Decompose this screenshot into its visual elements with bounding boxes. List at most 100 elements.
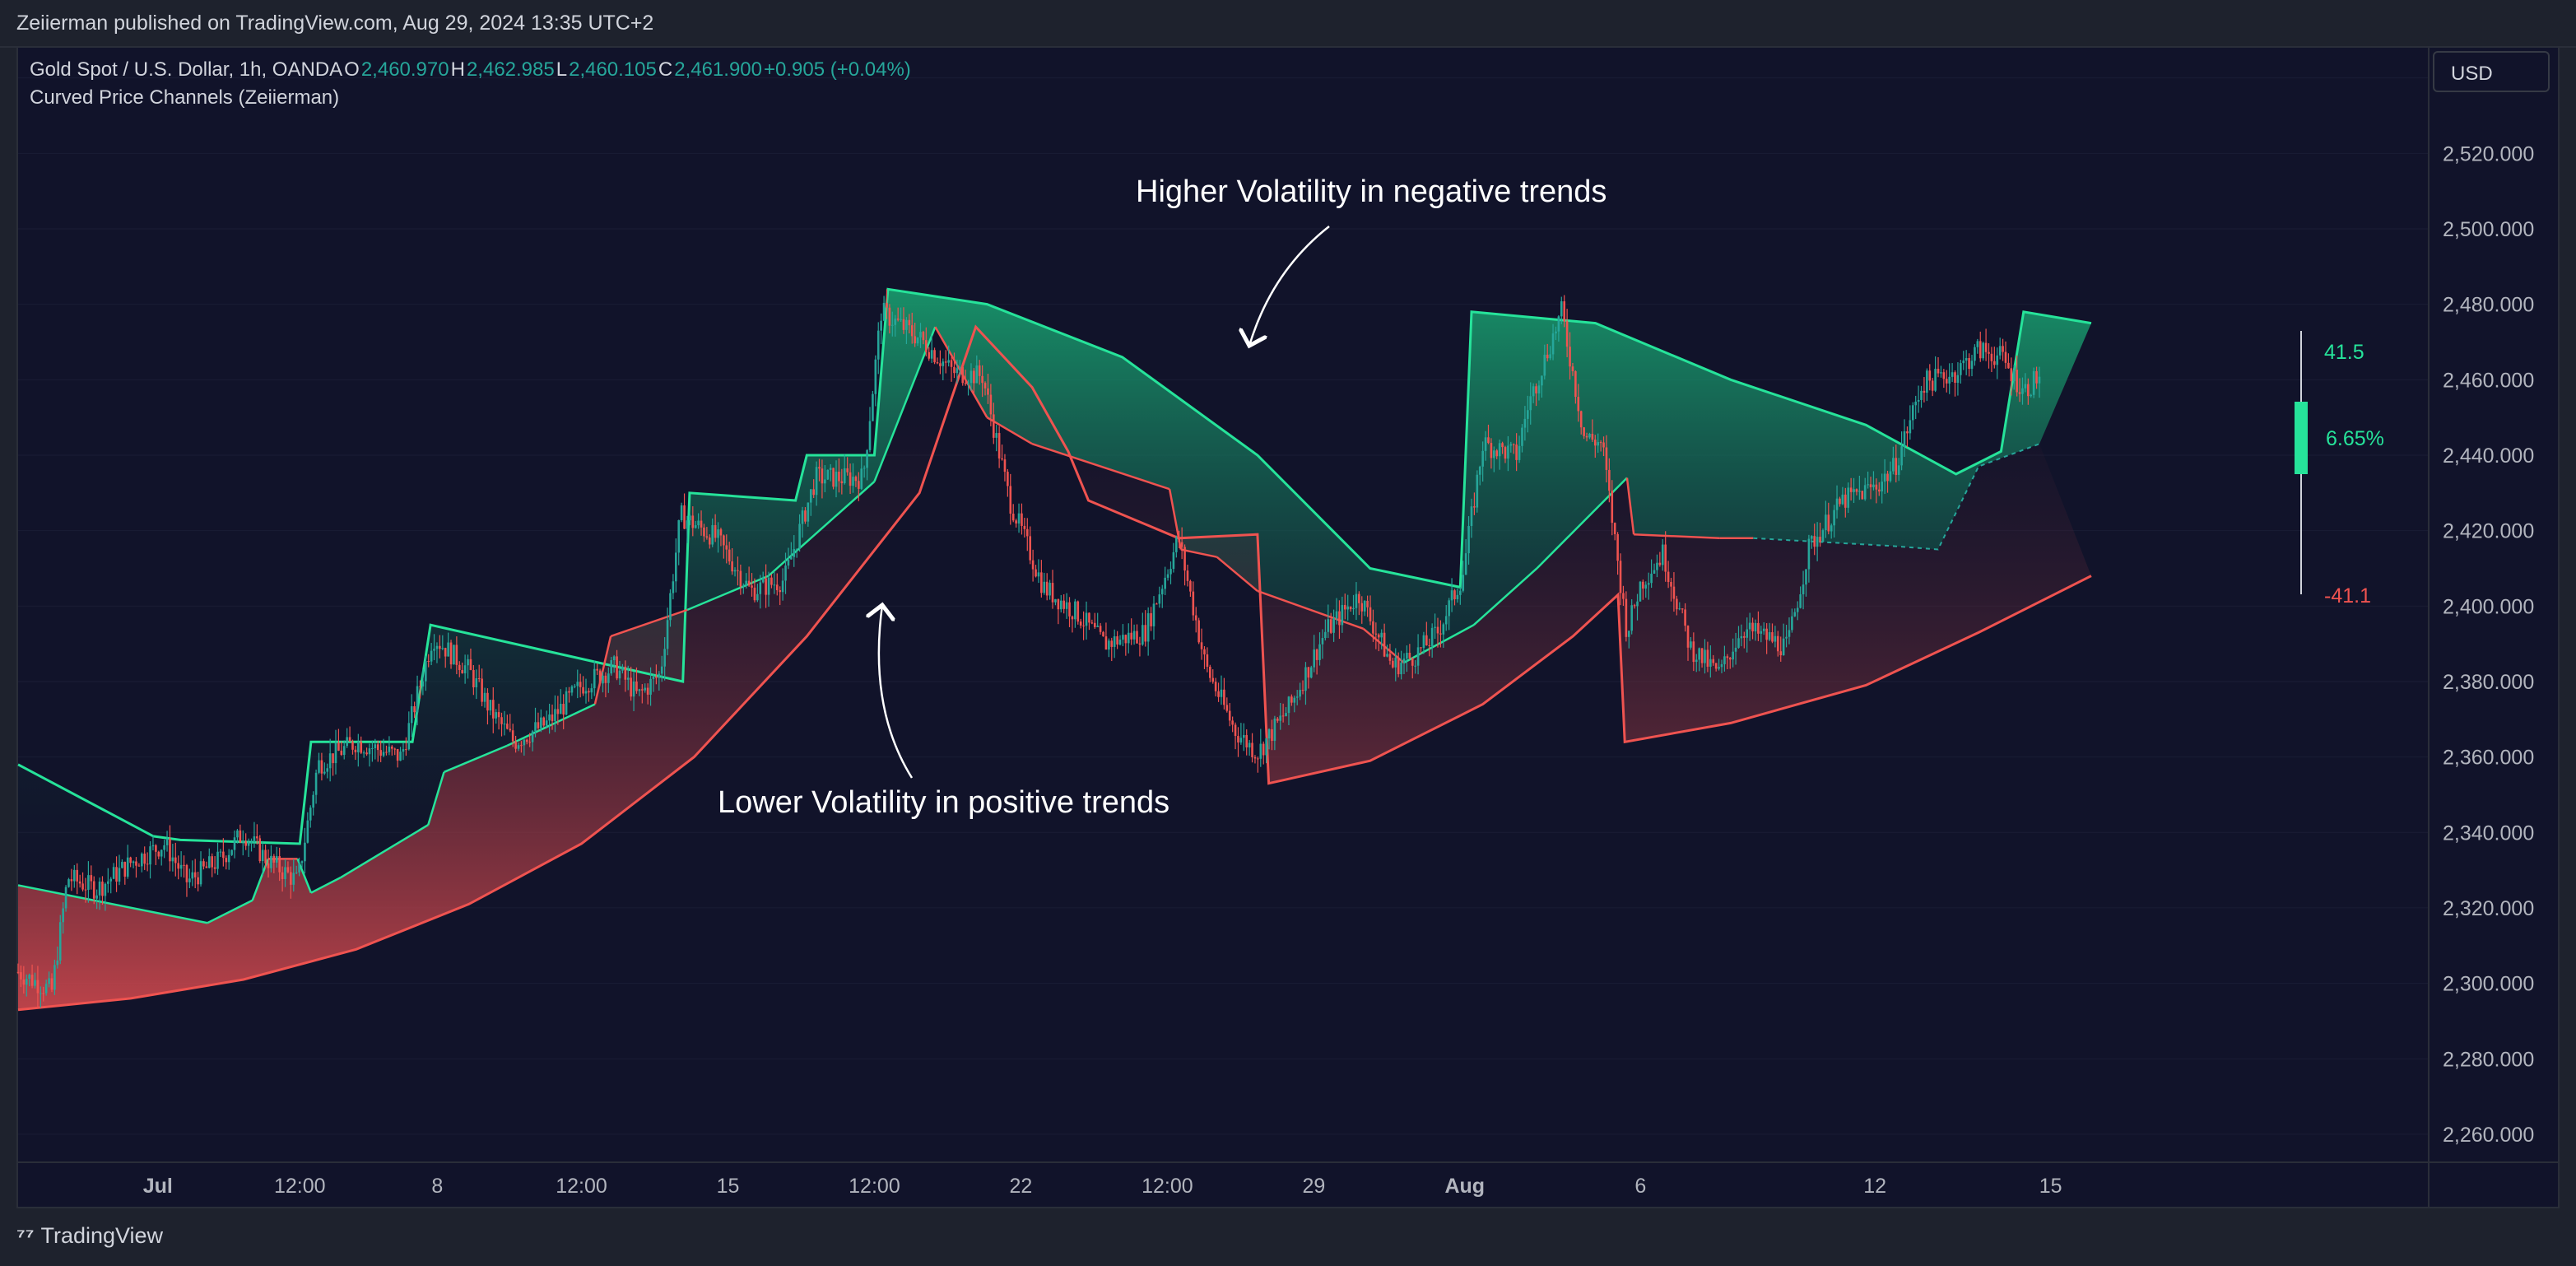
candle <box>593 660 596 696</box>
candle <box>1099 622 1102 635</box>
candle-body <box>860 468 863 489</box>
candle-body <box>430 650 433 662</box>
candle-body <box>568 691 570 693</box>
candle-body <box>1948 376 1951 384</box>
candle <box>165 831 169 852</box>
candle-body <box>669 593 672 621</box>
candle-body <box>818 467 821 469</box>
candle-body <box>1144 625 1147 642</box>
candle-body <box>1920 390 1923 400</box>
candle-body <box>523 739 526 746</box>
candle-body <box>1653 570 1656 574</box>
candle <box>292 859 295 892</box>
candle <box>430 643 433 665</box>
candle-body <box>112 867 115 879</box>
candle-body <box>56 960 59 966</box>
candle <box>1825 500 1827 538</box>
candle <box>570 685 574 696</box>
channel-lines <box>17 287 2092 1012</box>
candle-body <box>548 714 551 721</box>
candle <box>1071 615 1074 633</box>
candle <box>1754 619 1757 641</box>
candle <box>1926 368 1928 402</box>
candle-body <box>84 889 87 891</box>
candle-body <box>121 862 123 868</box>
candle <box>1656 554 1658 578</box>
candle <box>379 740 382 762</box>
candle-body <box>551 714 554 722</box>
footer-bar <box>0 1208 2576 1266</box>
candle <box>624 660 627 692</box>
candle <box>253 822 256 848</box>
candle <box>1035 565 1037 578</box>
candle <box>666 607 669 656</box>
candle <box>1923 377 1926 403</box>
candle <box>540 709 542 733</box>
candle <box>638 688 641 696</box>
candle-body <box>1816 537 1819 547</box>
candle-body <box>1321 638 1324 645</box>
candle-body <box>1869 484 1872 487</box>
candle <box>2002 338 2004 361</box>
currency-selector[interactable]: USD <box>2433 51 2550 92</box>
candle <box>1476 470 1479 513</box>
candle <box>1003 454 1007 482</box>
candle <box>1257 756 1259 773</box>
candle <box>1481 441 1484 482</box>
candle-body <box>1695 659 1698 663</box>
candle-body <box>477 677 481 679</box>
indicator-name[interactable]: Curved Price Channels (Zeiierman) <box>30 86 340 109</box>
candle-body <box>1065 602 1068 609</box>
candle <box>925 327 928 356</box>
candle <box>969 363 973 391</box>
candle <box>1360 596 1364 624</box>
candle-body <box>483 692 486 702</box>
candle-body <box>1318 644 1321 660</box>
candle-body <box>610 660 613 674</box>
candle-body <box>959 366 961 369</box>
candle <box>545 710 548 728</box>
candle <box>939 350 942 375</box>
candle-body <box>882 302 886 321</box>
candle-body <box>1231 720 1234 725</box>
candle-body <box>987 388 989 395</box>
candle <box>1537 380 1541 401</box>
candle <box>1551 323 1555 361</box>
candle-body <box>683 505 686 529</box>
candle <box>1970 355 1974 377</box>
candle <box>680 502 683 523</box>
candle-body <box>584 691 588 694</box>
tradingview-logo[interactable]: ⁷⁷ TradingView <box>16 1223 163 1249</box>
candle <box>1406 645 1408 673</box>
candle <box>2027 378 2030 405</box>
candle <box>1827 502 1830 535</box>
candle <box>1338 600 1341 640</box>
candle <box>1152 596 1155 640</box>
candle-body <box>838 472 840 482</box>
mid-line-segment <box>1634 533 1720 540</box>
candle <box>556 696 560 725</box>
candle <box>424 655 427 691</box>
candle <box>1833 505 1835 538</box>
candle <box>256 824 258 845</box>
candle <box>188 868 191 889</box>
candle <box>328 738 332 782</box>
candle-body <box>1304 667 1307 691</box>
candle-body <box>1633 605 1636 607</box>
candle-body <box>410 705 413 724</box>
candle-body <box>1394 657 1397 668</box>
candle <box>300 860 304 868</box>
candle-body <box>264 849 267 863</box>
candle <box>756 584 759 603</box>
candle-body <box>1821 530 1825 542</box>
candle <box>978 360 981 385</box>
high-key: H <box>450 58 465 81</box>
candle <box>787 547 790 570</box>
candle-body <box>1692 641 1695 663</box>
candle-body <box>1017 513 1021 524</box>
candle-body <box>852 477 854 486</box>
candle <box>1217 682 1220 702</box>
candle-body <box>1740 635 1743 639</box>
mid-line-segment <box>610 608 688 638</box>
